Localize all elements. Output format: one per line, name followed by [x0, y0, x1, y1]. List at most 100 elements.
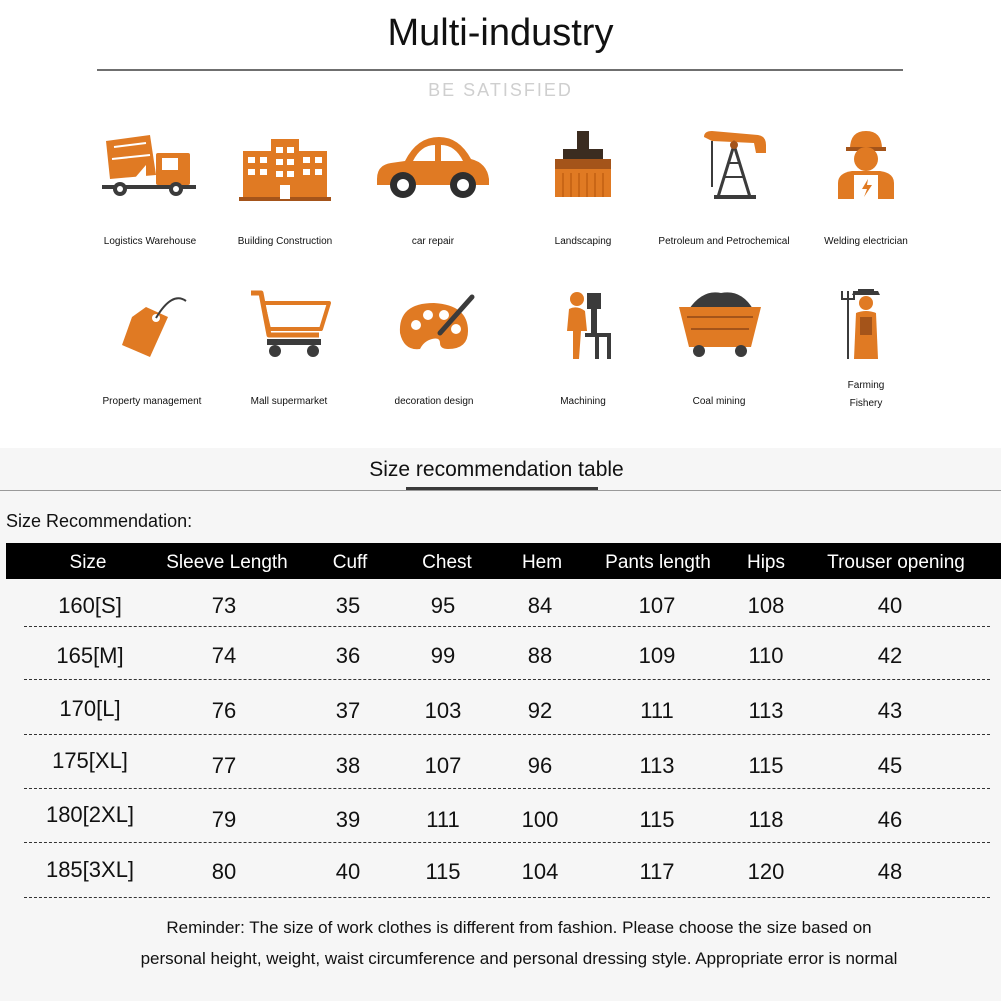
row-divider [24, 734, 990, 735]
car-icon [377, 137, 489, 198]
cell-cuff: 36 [335, 643, 361, 668]
industry-label: Petroleum and Petrochemical [658, 236, 790, 247]
cell-sleeve-length: 80 [211, 859, 237, 884]
cell-cuff: 40 [335, 859, 361, 884]
machinist-icon [567, 292, 611, 359]
cell-hem: 96 [527, 753, 553, 778]
cell-chest: 107 [424, 753, 462, 778]
title-divider [97, 69, 903, 71]
electrician-icon [838, 131, 894, 199]
cell-size: 170[L] [59, 696, 121, 721]
industry-label: decoration design [394, 396, 474, 407]
industry-building-construction: Building Construction [205, 127, 365, 251]
cement-mixer-truck-icon [102, 135, 196, 196]
cell-hips: 113 [748, 698, 784, 723]
cell-hips: 120 [747, 859, 785, 884]
size-section-divider [0, 490, 1001, 491]
brush-icon [555, 131, 611, 197]
cell-sleeve-length: 79 [211, 807, 237, 832]
column-header-cuff: Cuff [332, 552, 368, 573]
size-recommendation-label: Size Recommendation: [6, 511, 193, 531]
cell-sleeve-length: 77 [211, 753, 237, 778]
row-divider [24, 679, 990, 680]
industry-label: Property management [102, 396, 202, 407]
cell-chest: 95 [430, 593, 456, 618]
column-header-sleeve-length: Sleeve Length [166, 552, 288, 573]
cell-trouser-opening: 42 [877, 643, 903, 668]
industry-car-repair: car repair [353, 127, 513, 251]
cell-pants-length: 117 [639, 859, 675, 884]
industry-coal-mining: Coal mining [639, 287, 799, 411]
cell-hem: 88 [527, 643, 553, 668]
industry-label: Mall supermarket [250, 396, 328, 407]
row-divider [24, 842, 990, 843]
industry-petroleum: Petroleum and Petrochemical [644, 127, 804, 251]
column-header-hips: Hips [746, 552, 786, 573]
cell-size: 180[2XL] [45, 802, 135, 827]
cell-cuff: 38 [335, 753, 361, 778]
column-header-pants-length: Pants length [605, 552, 711, 573]
industry-decoration-design: decoration design [354, 287, 514, 411]
cell-sleeve-length: 74 [211, 643, 237, 668]
cell-trouser-opening: 40 [877, 593, 903, 618]
industry-farming-fishery: Farming Fishery [786, 287, 946, 413]
cell-size: 175[XL] [52, 748, 128, 773]
cell-pants-length: 115 [639, 807, 675, 832]
row-divider [24, 626, 990, 627]
industry-label: Landscaping [554, 236, 612, 247]
industry-property-management: Property management [72, 287, 232, 411]
cell-chest: 115 [425, 859, 461, 884]
cell-sleeve-length: 73 [211, 593, 237, 618]
row-divider [24, 897, 990, 898]
cell-size: 185[3XL] [45, 857, 135, 882]
shopping-cart-icon [251, 290, 331, 357]
table-header [6, 543, 1001, 579]
cell-hips: 110 [748, 643, 784, 668]
farmer-icon [841, 289, 880, 359]
cell-cuff: 39 [335, 807, 361, 832]
cell-hem: 104 [521, 859, 559, 884]
industry-landscaping: Landscaping [503, 127, 663, 251]
cell-pants-length: 111 [640, 698, 674, 723]
paint-palette-icon [399, 294, 475, 350]
reminder-text-line2: personal height, weight, waist circumfer… [140, 949, 898, 968]
industry-label: car repair [411, 236, 455, 247]
industry-welding-electrician: Welding electrician [786, 127, 946, 251]
column-header-hem: Hem [521, 552, 563, 573]
industry-label: Welding electrician [824, 236, 908, 247]
price-tag-icon [122, 297, 187, 357]
cell-hips: 108 [747, 593, 785, 618]
cell-hem: 84 [527, 593, 553, 618]
industry-logistics-warehouse: Logistics Warehouse [70, 127, 230, 251]
cell-pants-length: 109 [638, 643, 676, 668]
cell-trouser-opening: 45 [877, 753, 903, 778]
industry-machining: Machining [503, 287, 663, 411]
cell-hips: 118 [748, 807, 784, 832]
cell-trouser-opening: 48 [877, 859, 903, 884]
industry-label: Farming [847, 380, 885, 391]
cell-trouser-opening: 43 [877, 698, 903, 723]
industry-label: Building Construction [237, 236, 333, 247]
column-header-chest: Chest [422, 552, 472, 573]
mine-cart-icon [679, 292, 761, 357]
industry-label-2: Fishery [849, 398, 883, 409]
size-panel [0, 448, 1001, 1001]
cell-chest: 111 [426, 807, 460, 832]
column-header-size: Size [69, 552, 107, 573]
cell-trouser-opening: 46 [877, 807, 903, 832]
column-header-trouser-opening: Trouser opening [827, 552, 965, 573]
row-divider [24, 788, 990, 789]
page-subtitle: BE SATISFIED [428, 80, 573, 100]
page-title: Multi-industry [387, 12, 614, 54]
size-title-underline [406, 487, 598, 490]
cell-cuff: 35 [335, 593, 361, 618]
industry-label: Logistics Warehouse [103, 236, 197, 247]
cell-size: 160[S] [58, 593, 122, 618]
cell-hem: 100 [521, 807, 559, 832]
industry-label: Coal mining [692, 396, 746, 407]
industry-label: Machining [560, 396, 606, 407]
cell-chest: 99 [430, 643, 456, 668]
cell-hips: 115 [748, 753, 784, 778]
cell-cuff: 37 [335, 698, 361, 723]
reminder-text-line1: Reminder: The size of work clothes is di… [166, 918, 872, 937]
